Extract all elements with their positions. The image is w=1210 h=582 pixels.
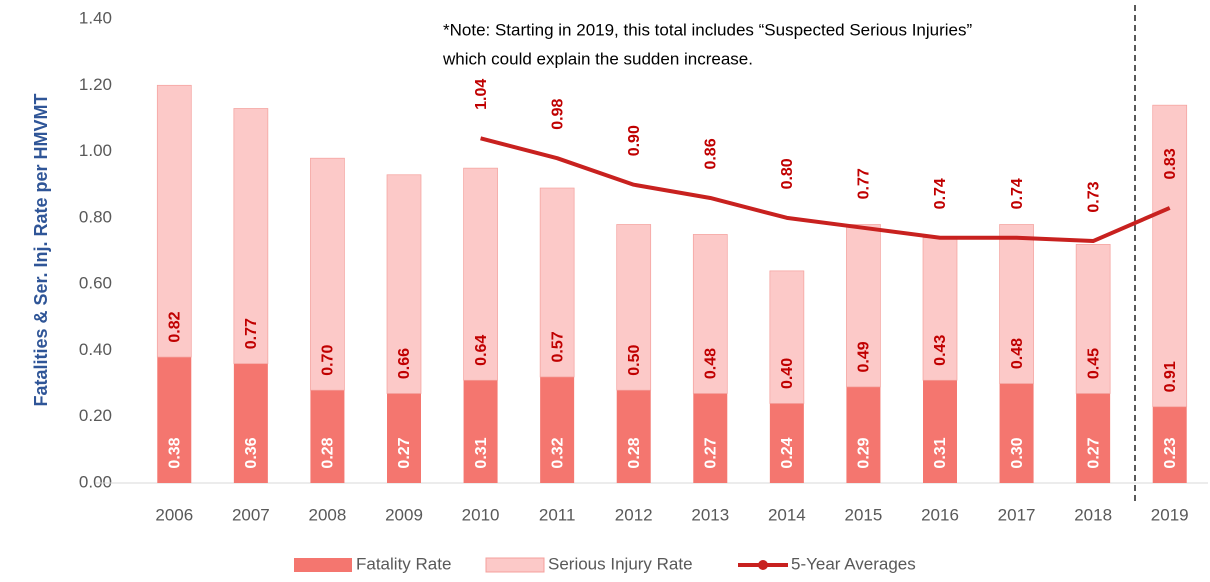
bar-segment xyxy=(310,157,345,391)
bar-segment xyxy=(539,187,575,378)
value-label: 0.31 xyxy=(932,437,949,468)
value-label: 0.28 xyxy=(626,437,643,468)
y-tick-label: 0.20 xyxy=(79,406,112,425)
x-tick-label: 2010 xyxy=(462,505,500,524)
value-label: 0.45 xyxy=(1085,348,1102,379)
value-label: 0.64 xyxy=(473,335,490,366)
y-tick-label: 0.60 xyxy=(79,274,112,293)
legend-marker xyxy=(758,560,768,570)
bar-segment xyxy=(1152,104,1188,408)
x-tick-label: 2015 xyxy=(845,505,883,524)
value-label: 0.77 xyxy=(856,168,873,199)
line xyxy=(480,136,1171,244)
bar-segment xyxy=(463,380,498,483)
bar-segment xyxy=(769,403,804,483)
value-label: 0.77 xyxy=(243,318,260,349)
bar-segment xyxy=(310,390,345,483)
bar-segment xyxy=(999,224,1034,384)
x-tick-label: 2011 xyxy=(539,505,576,524)
value-label: 0.40 xyxy=(779,358,796,389)
value-label: 0.74 xyxy=(932,178,949,209)
value-label: 0.49 xyxy=(856,341,873,372)
value-label: 0.86 xyxy=(703,138,720,169)
value-label: 0.66 xyxy=(396,348,413,379)
bar-segment xyxy=(999,383,1034,483)
bar-segment xyxy=(157,357,192,483)
value-label: 0.27 xyxy=(1085,437,1102,468)
bar-segment xyxy=(233,108,269,365)
y-axis-label: Fatalities & Ser. Inj. Rate per HMVMT xyxy=(31,93,51,406)
x-tick-label: 2019 xyxy=(1151,505,1189,524)
bar-segment xyxy=(387,393,421,483)
bar-segment xyxy=(846,386,881,483)
y-tick-label: 1.00 xyxy=(79,141,112,160)
value-label: 0.90 xyxy=(626,125,643,156)
legend-label: 5-Year Averages xyxy=(791,554,916,573)
value-label: 0.74 xyxy=(1009,178,1026,209)
value-label: 0.57 xyxy=(549,331,566,362)
value-label: 0.24 xyxy=(779,437,796,468)
value-label: 0.98 xyxy=(549,99,566,130)
value-label: 0.80 xyxy=(779,158,796,189)
x-tick-label: 2006 xyxy=(155,505,193,524)
value-label: 0.73 xyxy=(1085,181,1102,212)
value-label: 0.28 xyxy=(320,437,337,468)
x-tick-label: 2009 xyxy=(385,505,423,524)
value-label: 0.48 xyxy=(703,348,720,379)
annotation: *Note: Starting in 2019, this total incl… xyxy=(443,20,973,39)
bar-segment xyxy=(692,234,728,394)
legend-label: Serious Injury Rate xyxy=(548,554,693,573)
y-tick-label: 1.20 xyxy=(79,75,112,94)
annotation: which could explain the sudden increase. xyxy=(442,49,753,68)
value-label: 0.43 xyxy=(932,335,949,366)
value-label: 0.50 xyxy=(626,345,643,376)
bar-segment xyxy=(540,376,575,483)
x-tick-label: 2007 xyxy=(232,505,270,524)
x-tick-label: 2018 xyxy=(1074,505,1112,524)
bar-segment xyxy=(923,380,957,483)
bar-segment xyxy=(233,363,268,483)
value-label: 0.83 xyxy=(1162,148,1179,179)
y-tick-label: 0.80 xyxy=(79,207,112,226)
bar-segment xyxy=(156,84,192,358)
value-label: 0.48 xyxy=(1009,338,1026,369)
value-label: 0.82 xyxy=(167,311,184,342)
legend-swatch xyxy=(294,558,352,572)
value-label: 0.23 xyxy=(1162,437,1179,468)
y-tick-label: 0.40 xyxy=(79,340,112,359)
value-label: 0.27 xyxy=(396,437,413,468)
bar-segment xyxy=(846,224,881,388)
bar-segment xyxy=(1076,393,1111,483)
x-tick-label: 2012 xyxy=(615,505,653,524)
x-tick-label: 2013 xyxy=(691,505,729,524)
legend-label: Fatality Rate xyxy=(356,554,451,573)
y-tick-label: 1.40 xyxy=(79,8,112,27)
bar-segment xyxy=(1075,244,1111,394)
value-label: 0.70 xyxy=(320,345,337,376)
value-label: 0.38 xyxy=(167,437,184,468)
value-label: 0.31 xyxy=(473,437,490,468)
bar-segment xyxy=(922,237,958,381)
bar-segment xyxy=(616,390,651,483)
x-tick-label: 2016 xyxy=(921,505,959,524)
value-label: 1.04 xyxy=(473,79,490,110)
bar-segment xyxy=(769,270,805,404)
value-label: 0.27 xyxy=(703,437,720,468)
bar-segment xyxy=(386,174,422,394)
bar-segment xyxy=(693,393,728,483)
y-tick-label: 0.00 xyxy=(79,472,112,491)
value-label: 0.36 xyxy=(243,437,260,468)
legend-swatch xyxy=(485,557,545,573)
x-tick-label: 2017 xyxy=(998,505,1036,524)
value-label: 0.32 xyxy=(549,437,566,468)
bar-segment xyxy=(463,167,498,381)
x-tick-label: 2014 xyxy=(768,505,806,524)
x-tick-label: 2008 xyxy=(309,505,347,524)
bar-segment xyxy=(616,224,652,391)
bar-segment xyxy=(1152,406,1187,483)
value-label: 0.91 xyxy=(1162,361,1179,392)
value-label: 0.29 xyxy=(856,437,873,468)
value-label: 0.30 xyxy=(1009,437,1026,468)
